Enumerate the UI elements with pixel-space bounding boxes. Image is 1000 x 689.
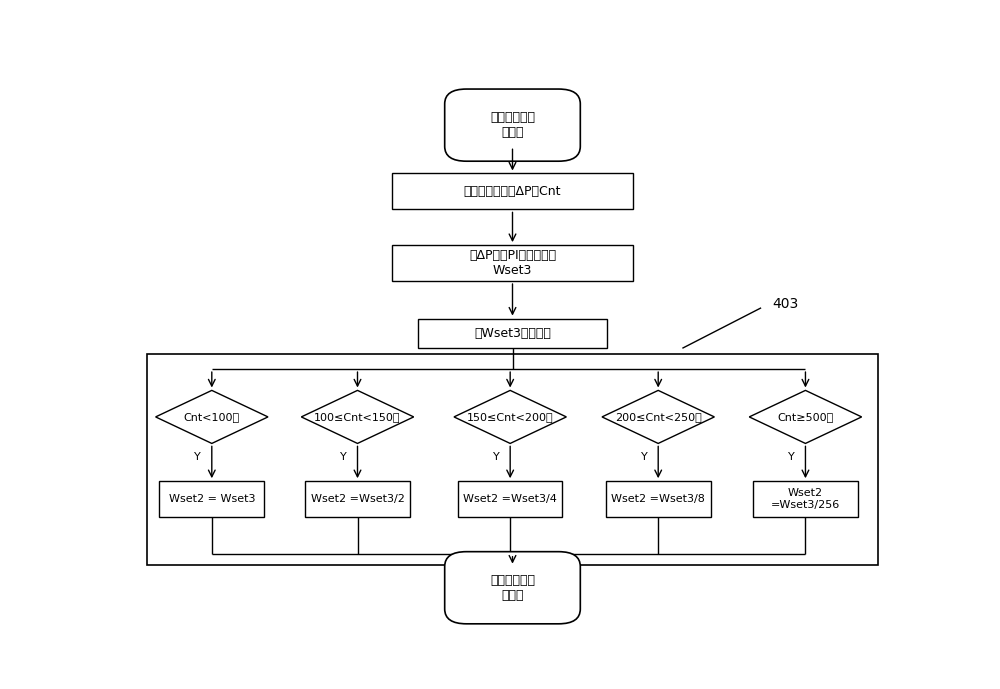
Polygon shape	[156, 391, 268, 444]
Text: Cnt<100？: Cnt<100？	[184, 412, 240, 422]
Text: Wset2 =Wset3/4: Wset2 =Wset3/4	[463, 494, 557, 504]
Text: Y: Y	[340, 452, 347, 462]
FancyBboxPatch shape	[445, 552, 580, 624]
FancyBboxPatch shape	[445, 89, 580, 161]
Text: Wset2
=Wset3/256: Wset2 =Wset3/256	[771, 489, 840, 510]
Text: Wset2 = Wset3: Wset2 = Wset3	[169, 494, 255, 504]
Text: 150≤Cnt<200？: 150≤Cnt<200？	[467, 412, 553, 422]
Text: Y: Y	[493, 452, 500, 462]
Bar	[418, 318, 607, 348]
Bar	[606, 481, 711, 517]
Text: Y: Y	[194, 452, 201, 462]
Bar	[305, 481, 410, 517]
Text: Wset2 =Wset3/2: Wset2 =Wset3/2	[311, 494, 404, 504]
Bar	[159, 481, 264, 517]
Bar	[147, 354, 878, 566]
Bar	[392, 245, 633, 281]
Text: 累积脉冲变化量ΔP，Cnt: 累积脉冲变化量ΔP，Cnt	[464, 185, 561, 198]
Text: 位置环运算控
制结束: 位置环运算控 制结束	[490, 574, 535, 601]
Polygon shape	[749, 391, 862, 444]
Polygon shape	[602, 391, 714, 444]
Text: 位置环运算控
制开始: 位置环运算控 制开始	[490, 111, 535, 139]
Bar	[753, 481, 858, 517]
Text: 对ΔP进行PI计算，得到
Wset3: 对ΔP进行PI计算，得到 Wset3	[469, 249, 556, 277]
Polygon shape	[454, 391, 566, 444]
Bar	[458, 481, 562, 517]
Text: 403: 403	[772, 298, 798, 311]
Polygon shape	[301, 391, 414, 444]
Text: Wset2 =Wset3/8: Wset2 =Wset3/8	[611, 494, 705, 504]
Text: 200≤Cnt<250？: 200≤Cnt<250？	[615, 412, 702, 422]
Text: Y: Y	[788, 452, 795, 462]
Text: 100≤Cnt<150？: 100≤Cnt<150？	[314, 412, 401, 422]
Bar	[392, 174, 633, 209]
Text: Cnt≥500？: Cnt≥500？	[777, 412, 834, 422]
Text: Y: Y	[641, 452, 648, 462]
Text: 对Wset3进行限幅: 对Wset3进行限幅	[474, 327, 551, 340]
